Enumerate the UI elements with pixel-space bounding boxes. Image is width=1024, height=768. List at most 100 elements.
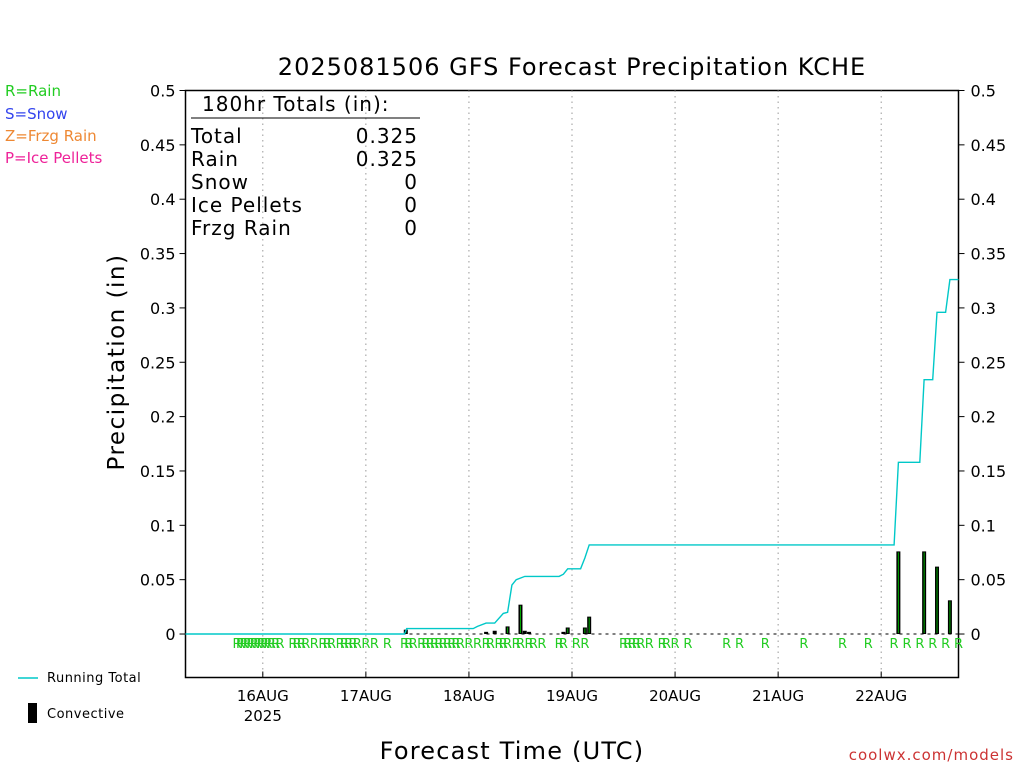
convective-legend-label: Convective [47,707,125,722]
rain-marker: R [838,637,847,652]
rain-marker: R [370,637,379,652]
rain-marker: R [628,637,637,652]
totals-label-snow: Snow [191,170,249,194]
y-tick-label-left: 0.1 [150,516,175,535]
rain-marker: R [260,637,269,652]
convective-bar-core [567,628,569,634]
rain-marker: R [902,637,911,652]
rain-marker: R [636,637,645,652]
rain-marker: R [434,637,443,652]
rain-marker: R [619,637,628,652]
x-tick-label: 17AUG [340,687,392,705]
rain-marker: R [662,637,671,652]
y-tick-label-left: 0 [165,625,175,644]
rain-marker: R [301,637,310,652]
rain-marker: R [452,637,461,652]
rain-marker: R [400,637,409,652]
running-total-line [185,278,959,635]
chart-title: 2025081506 GFS Forecast Precipitation KC… [278,53,866,81]
rain-marker: R [529,637,538,652]
rain-marker: R [233,637,242,652]
totals-label-frzg-rain: Frzg Rain [191,216,292,240]
y-tick-label-right: 0.25 [971,353,1007,372]
convective-bar [492,630,497,635]
rain-marker: R [236,637,245,652]
rain-marker: R [722,637,731,652]
x-tick-label: 22AUG [855,687,907,705]
rain-marker: R [580,637,589,652]
convective-bars [403,551,952,635]
rain-marker: R [537,637,546,652]
rain-marker: R [383,637,392,652]
rain-marker: R [288,637,297,652]
rain-marker: R [267,637,276,652]
y-tick-label-right: 0.05 [971,571,1007,590]
rain-marker: R [890,637,899,652]
totals-value-snow: 0 [404,170,418,194]
y-tick-label-right: 0.2 [971,408,996,427]
rain-marker: R [683,637,692,652]
rain-marker: R [246,637,255,652]
rain-marker: R [243,637,252,652]
rain-marker: R [293,637,302,652]
x-tick-sublabel: 2025 [244,707,282,725]
y-axis-label: Precipitation (in) [104,254,130,471]
convective-bar-core [897,552,899,634]
rain-marker: R [318,637,327,652]
convective-bar-core [923,552,925,634]
rain-marker: R [336,637,345,652]
totals-label-ice-pellets: Ice Pellets [191,193,303,217]
convective-bar-core [949,601,951,634]
y-tick-label-right: 0.35 [971,245,1007,264]
y-tick-label-left: 0.35 [140,245,176,264]
y-tick-label-left: 0.3 [150,299,175,318]
rain-marker: R [253,637,262,652]
rain-marker: R [310,637,319,652]
rain-marker: R [499,637,508,652]
totals-value-rain: 0.325 [356,147,418,171]
y-tick-label-right: 0.1 [971,516,996,535]
rain-marker: R [323,637,332,652]
x-tick-label: 20AUG [649,687,701,705]
convective-bar-core [588,617,590,634]
rain-marker: R [658,637,667,652]
rain-marker: R [417,637,426,652]
x-tick-label: 16AUG [237,687,289,705]
rain-marker: R [632,637,641,652]
convective-bar-core [584,628,586,634]
totals-value-ice-pellets: 0 [404,193,418,217]
rain-marker: R [473,637,482,652]
convective-bar-core [936,567,938,634]
rain-marker: R [516,637,525,652]
rain-marker: R [915,637,924,652]
y-tick-label-left: 0.25 [140,353,176,372]
rain-marker: R [439,637,448,652]
y-tick-label-right: 0 [971,625,981,644]
rain-marker: R [482,637,491,652]
rain-marker: R [928,637,937,652]
rain-marker: R [327,637,336,652]
rain-marker: R [864,637,873,652]
rain-marker: R [297,637,306,652]
convective-legend-swatch [28,703,37,723]
y-tick-label-right: 0.3 [971,299,996,318]
rain-marker: R [263,637,272,652]
rain-marker: R [572,637,581,652]
rain-marker: R [443,637,452,652]
rain-marker: R [426,637,435,652]
rain-marker: R [353,637,362,652]
rain-marker: R [525,637,534,652]
totals-value-frzg-rain: 0 [404,216,418,240]
rain-marker: R [941,637,950,652]
convective-bar [527,631,532,635]
y-tick-label-right: 0.4 [971,190,996,209]
rain-marker: R [761,637,770,652]
rain-marker: R [421,637,430,652]
rain-marker: R [494,637,503,652]
rain-marker: R [275,637,284,652]
convective-bar [484,631,489,635]
rain-marker: R [250,637,259,652]
y-tick-label-right: 0.15 [971,462,1007,481]
